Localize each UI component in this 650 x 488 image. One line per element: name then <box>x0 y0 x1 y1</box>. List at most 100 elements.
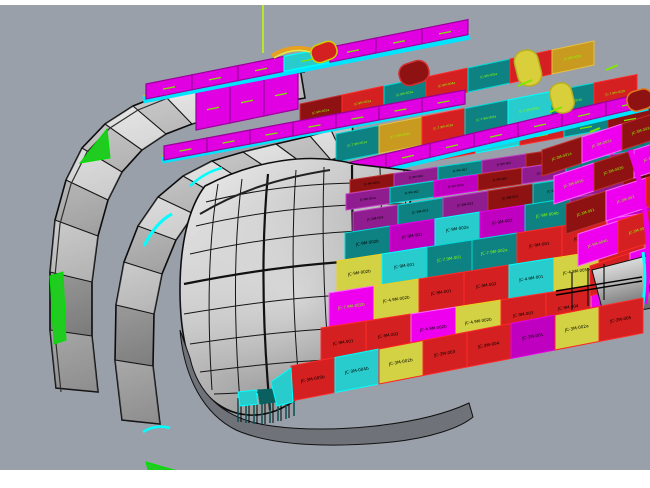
surface-panel[interactable] <box>237 389 259 407</box>
panel-label: JC-3M-003 <box>433 349 456 358</box>
girder-end-cap[interactable] <box>548 81 577 115</box>
panel-tick-mark <box>346 49 360 53</box>
panel-label: JC-7.9M-002b <box>604 89 626 97</box>
panel-label: JC-9M-003 <box>451 167 467 173</box>
surface-panel[interactable] <box>621 111 650 151</box>
panel-tick-mark <box>240 99 254 104</box>
panel-label: JC-7.9M-004a <box>475 114 497 122</box>
surface-panel[interactable] <box>645 165 650 209</box>
panel-label: JC-4.9M-005b <box>562 266 591 275</box>
deck-line <box>555 276 643 296</box>
keel-striations <box>240 393 290 424</box>
girder-end-cap <box>270 46 313 58</box>
panel-tick-mark <box>533 123 547 128</box>
frame-cell-shade <box>310 130 343 160</box>
panel-label: JC-3M-003b <box>642 152 650 163</box>
girder-end-cap[interactable] <box>512 48 544 89</box>
surface-panel[interactable] <box>270 367 294 407</box>
panel-tick-mark <box>394 108 407 112</box>
deck-edge-strip[interactable] <box>142 32 471 104</box>
deck-strip-b-segments <box>163 89 466 161</box>
panel-label: JC-4.9M-002b <box>382 294 411 303</box>
girder-end-cap[interactable] <box>396 58 431 88</box>
panel-label: JC-9M-002 <box>377 331 399 339</box>
panel-label: JC-3M-002a <box>590 138 612 148</box>
panel-label: JC-9M-003a <box>395 90 414 98</box>
girder-end-cap[interactable] <box>309 39 340 65</box>
panel-label: JC-9M-004 <box>557 303 579 311</box>
panel-label: JC-7.9M-002a <box>389 131 411 139</box>
frame-cell-shade <box>82 124 142 172</box>
panel-label: JC-9M-001a <box>311 108 330 116</box>
panel-label: JC-3M-005b <box>299 374 325 384</box>
panel-label: JC-9M-004 <box>491 176 507 182</box>
panel-tick-mark <box>274 92 288 97</box>
panel-tick-mark <box>208 76 222 81</box>
deck-strip-a-segments <box>145 18 469 100</box>
panel-label: JC-9M-003 <box>411 208 429 215</box>
panel-label: JC-9M-001 <box>393 261 415 269</box>
surface-panel[interactable] <box>598 297 644 343</box>
panel-tick-mark <box>206 106 220 111</box>
panel-tick-mark <box>392 40 406 44</box>
keel-striations <box>237 392 295 424</box>
green-panel[interactable] <box>78 127 111 164</box>
panel-tick-mark <box>162 86 176 90</box>
surface-panel[interactable] <box>421 89 466 113</box>
panel-tick-mark <box>308 124 321 128</box>
sheer-line <box>199 169 331 215</box>
frame-cell-shade <box>66 148 122 200</box>
panel-label: JC-9M-003a <box>447 183 465 189</box>
panel-label: JC-9M-004b <box>586 238 609 249</box>
green-panel[interactable] <box>49 271 67 345</box>
panel-label: JC-9M-004b <box>535 210 560 219</box>
panel-label: JC-7.9M-001a <box>346 140 368 148</box>
panel-label: JC-3M-002a <box>563 323 589 333</box>
frame-cell-shade <box>116 262 162 314</box>
panel-label: JC-9M-002 <box>456 201 474 208</box>
frame-cell-shade <box>115 305 154 366</box>
panel-label: JC-3M-004 <box>477 340 500 349</box>
panel-label: JC-3M-001 <box>575 208 595 218</box>
panel-label: JC-9M-001 <box>430 288 452 296</box>
panel-label: JC-7.9M-003a <box>432 123 454 131</box>
page-margin <box>0 0 650 5</box>
panel-label: JC-9M-005a <box>363 180 381 186</box>
surface-panel[interactable] <box>551 40 595 75</box>
stern-rim[interactable] <box>627 149 650 305</box>
panel-label: JC-3M-005 <box>627 226 647 236</box>
panel-tick-mark <box>579 125 593 130</box>
bottom-plate-band: JC-3M-005b JC-3M-004b JC-3M-002b JC-3M-003 J… <box>290 297 644 402</box>
frame-cell-shade <box>105 106 166 150</box>
panel-label: JC-7.9M-002a <box>480 247 509 256</box>
panel-tick-mark <box>517 64 619 133</box>
panel-label: JC-3M-001b <box>562 178 585 189</box>
deck-strip-segments-layer <box>145 18 650 200</box>
cyan-edge-accent <box>189 166 223 187</box>
panel-tick-mark <box>401 154 415 159</box>
panel-label: JC-3M-001a <box>550 151 572 161</box>
panel-label: JC-9M-004a <box>437 81 456 89</box>
panel-label: JC-9M-003 <box>491 217 513 225</box>
panel-label: JC-9M-002b <box>355 238 380 247</box>
panel-tick-mark <box>265 132 278 136</box>
panel-label: JC-9M-002a <box>445 224 470 233</box>
panel-label: JC-7.9M-005a <box>518 106 540 114</box>
surface-panel[interactable] <box>421 18 469 45</box>
bottom-plate-layer: JC-3M-005b JC-3M-004b JC-3M-002b JC-3M-003 J… <box>290 297 644 402</box>
strip-highlight-line <box>273 49 311 59</box>
panel-label: JC-3M-002b <box>602 165 625 176</box>
panel-label: JC-9M-001a <box>359 196 377 202</box>
panel-tick-mark <box>577 112 591 118</box>
girder-end-cap[interactable] <box>625 87 650 113</box>
panel-label: JC-9M-002 <box>403 189 419 195</box>
hull-mesh <box>571 264 605 310</box>
cyan-edge-accent <box>142 425 171 434</box>
frame-cell-shade <box>50 330 98 392</box>
panel-tick-mark <box>222 140 235 144</box>
panel-label: JC-3M-001 <box>521 332 544 341</box>
panel-tick-mark <box>351 116 364 120</box>
panel-tick-mark <box>437 100 450 104</box>
